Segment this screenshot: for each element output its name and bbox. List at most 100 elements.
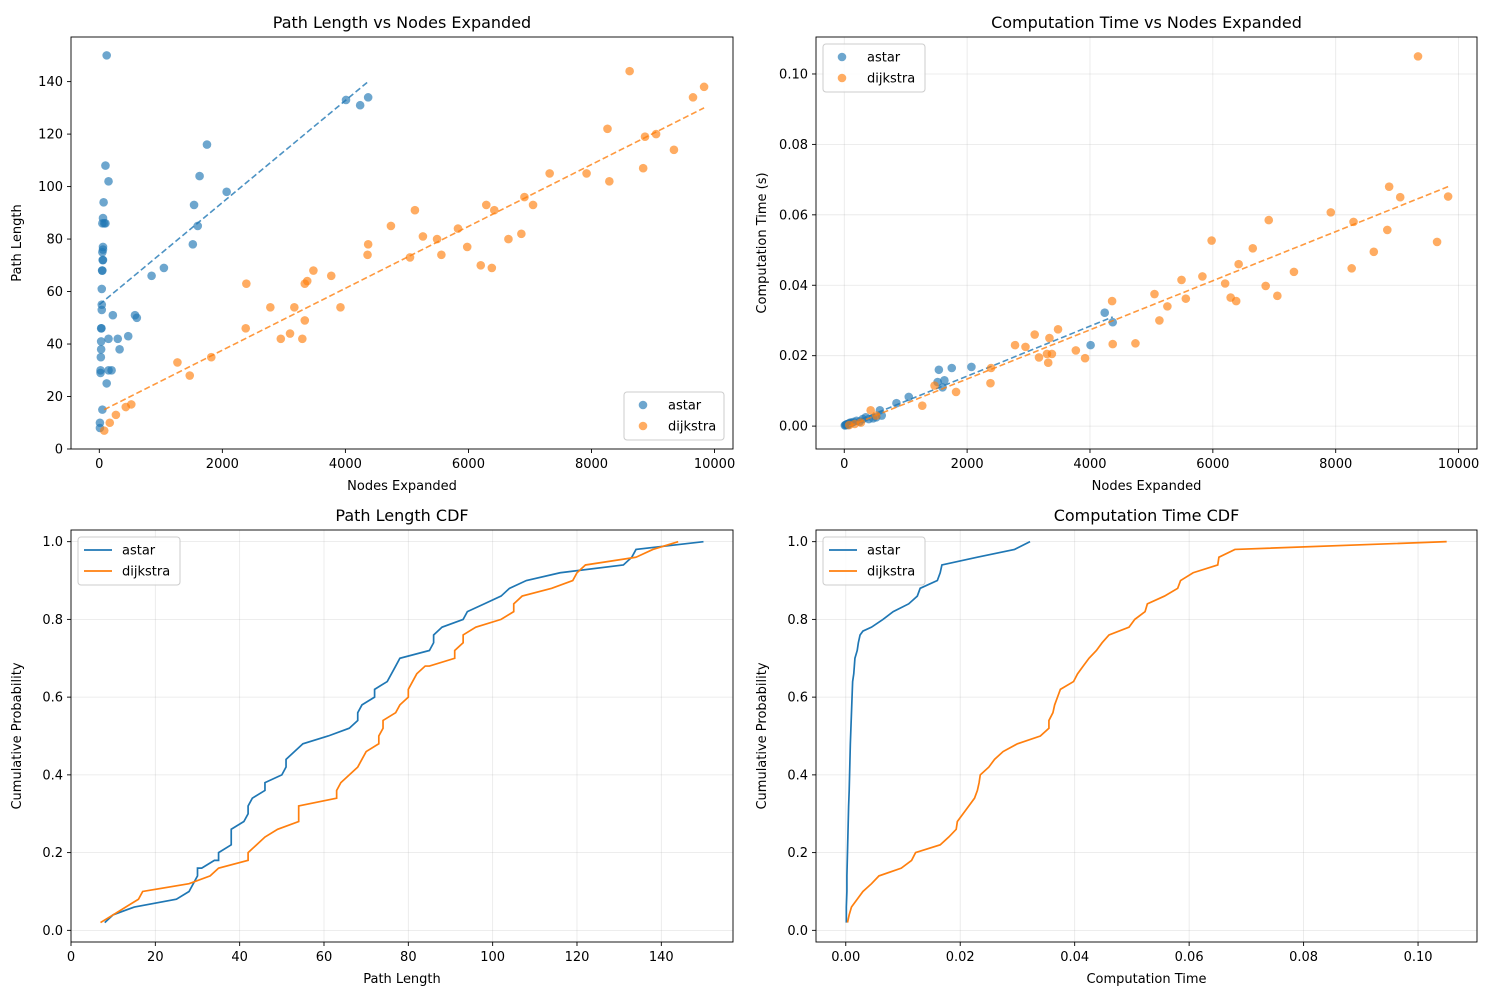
dijkstra-cdf-line <box>100 540 679 924</box>
astar-point <box>96 337 106 346</box>
astar-point <box>97 284 107 294</box>
axes-frame <box>815 529 1478 943</box>
dijkstra-point <box>1131 339 1140 348</box>
dijkstra-point <box>930 381 939 390</box>
dijkstra-point <box>298 334 307 344</box>
dijkstra-point <box>266 302 275 312</box>
astar-point <box>113 334 123 344</box>
panel-title: Path Length vs Nodes Expanded <box>273 13 531 32</box>
panel-title: Computation Time CDF <box>1054 506 1240 525</box>
dijkstra-point <box>1071 346 1081 355</box>
x-tick-label: 10000 <box>1438 457 1479 472</box>
dijkstra-point <box>206 352 216 362</box>
astar-point <box>1086 340 1095 350</box>
astar-cdf-line <box>104 540 704 924</box>
legend-label-astar: astar <box>867 51 901 66</box>
astar-point <box>147 271 156 281</box>
astar-point <box>940 376 949 385</box>
series-astar <box>104 540 704 924</box>
astar-point <box>202 140 212 149</box>
dijkstra-point <box>1443 192 1453 201</box>
dijkstra-point <box>1369 247 1379 257</box>
legend: astar dijkstra <box>623 391 725 441</box>
astar-point <box>98 405 107 414</box>
series-dijkstra <box>100 540 679 924</box>
dijkstra-point <box>1234 259 1243 269</box>
dijkstra-point <box>105 418 115 428</box>
astar-trend-line <box>843 316 1114 427</box>
dijkstra-point <box>242 279 251 288</box>
legend: astar dijkstra <box>77 536 181 586</box>
astar-point <box>102 51 111 60</box>
y-tick-label: 120 <box>38 128 63 143</box>
dijkstra-point <box>1207 236 1216 245</box>
dijkstra-point <box>951 387 961 397</box>
dijkstra-point <box>688 93 698 102</box>
dijkstra-point <box>1231 296 1241 306</box>
dijkstra-point <box>481 200 491 210</box>
y-tick-label: 40 <box>46 338 63 353</box>
y-axis-label: Cumulative Probability <box>755 662 770 809</box>
y-tick-label: 140 <box>38 75 63 90</box>
x-tick-label: 0.10 <box>1404 950 1433 965</box>
x-tick-label: 40 <box>231 950 248 965</box>
astar-point <box>102 379 111 388</box>
axes-frame <box>815 36 1478 450</box>
astar-point <box>96 344 106 354</box>
panel-computation-time-vs-nodes: Computation Time vs Nodes Expanded Nodes… <box>755 13 1479 494</box>
dijkstra-point <box>625 66 634 76</box>
dijkstra-point <box>1021 342 1030 352</box>
dijkstra-trend-line <box>103 107 705 411</box>
dijkstra-point <box>336 302 345 312</box>
legend-label-dijkstra: dijkstra <box>668 420 716 435</box>
y-axis-label: Computation Time (s) <box>755 172 770 313</box>
x-tick-label: 2000 <box>951 457 984 472</box>
astar-point <box>934 365 944 375</box>
panel-title: Computation Time vs Nodes Expanded <box>991 13 1302 32</box>
y-tick-label: 0.08 <box>779 138 808 153</box>
dijkstra-point <box>582 169 591 178</box>
astar-trend-line <box>98 80 369 306</box>
dijkstra-point <box>462 242 472 252</box>
x-tick-label: 0.08 <box>1289 950 1318 965</box>
dijkstra-point <box>410 205 420 215</box>
dijkstra-point <box>173 358 182 367</box>
legend-box <box>822 43 926 93</box>
y-tick-label: 80 <box>46 233 63 248</box>
x-tick-label: 2000 <box>206 457 239 472</box>
astar-point <box>98 266 107 275</box>
dijkstra-point <box>1395 192 1405 202</box>
dijkstra-point <box>1047 349 1057 359</box>
legend-marker-dijkstra <box>638 421 648 431</box>
x-axis-label: Path Length <box>363 972 441 987</box>
astar-point <box>97 323 106 333</box>
legend-marker-astar <box>837 52 847 62</box>
legend-marker-dijkstra <box>837 73 847 83</box>
y-axis-label: Cumulative Probability <box>10 662 25 809</box>
dijkstra-point <box>669 145 679 155</box>
astar-point <box>98 255 108 265</box>
astar-point <box>98 242 108 252</box>
astar-point <box>193 221 203 231</box>
ticks: 0 20 40 60 80 100 120 140 0.0 0.2 0.4 0.6 0.8 1.0 <box>42 535 673 965</box>
dijkstra-point <box>1034 353 1044 362</box>
astar-point <box>947 363 957 373</box>
astar-point <box>1108 317 1118 327</box>
dijkstra-point <box>1177 275 1186 285</box>
y-tick-label: 20 <box>46 390 63 405</box>
x-tick-label: 20 <box>147 950 164 965</box>
dijkstra-cdf-line <box>846 540 1447 923</box>
dijkstra-point <box>1289 267 1299 277</box>
y-tick-label: 0.10 <box>779 67 808 82</box>
x-tick-label: 0 <box>95 457 103 472</box>
y-tick-label: 0.2 <box>42 846 63 861</box>
dijkstra-point <box>300 316 310 325</box>
astar-point <box>967 362 976 372</box>
dijkstra-point <box>986 363 996 373</box>
x-tick-label: 120 <box>565 950 590 965</box>
legend-box <box>623 391 725 441</box>
y-tick-label: 0.4 <box>42 768 63 783</box>
plot-area <box>840 52 1453 430</box>
astar-point <box>96 352 106 362</box>
